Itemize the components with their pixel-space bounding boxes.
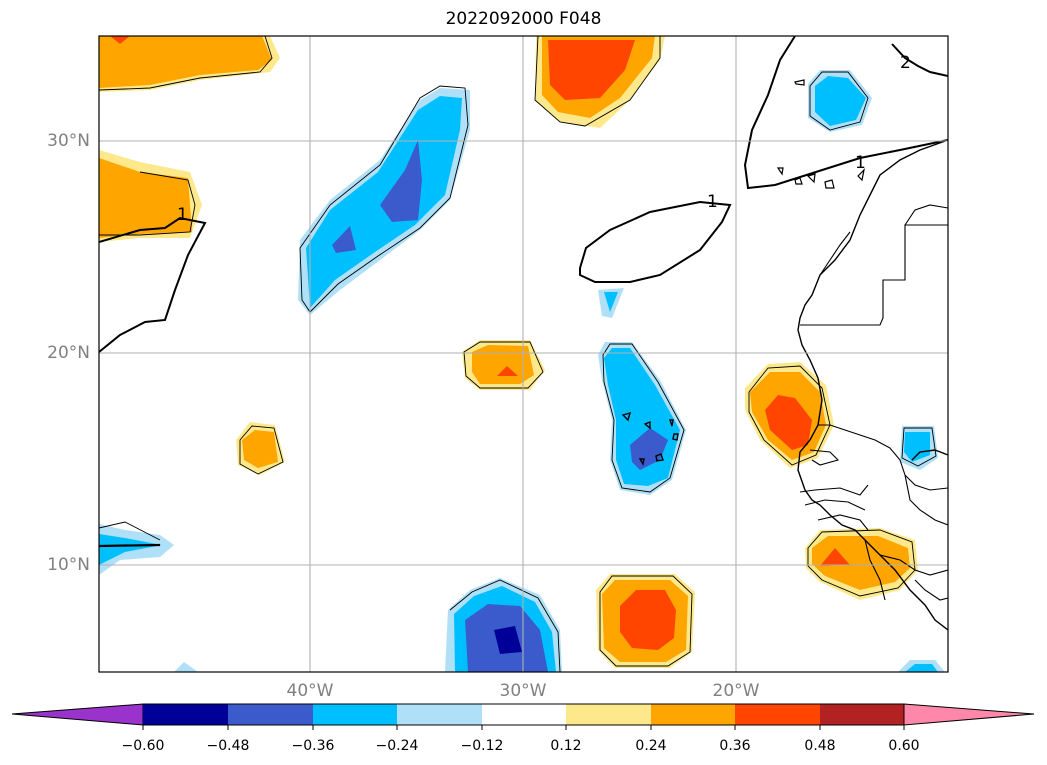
- colorbar-border: [143, 703, 904, 726]
- positive-anomaly-senegal: [745, 362, 834, 468]
- contour-label-central: 1: [707, 192, 718, 212]
- negative-anomaly-southwest: [99, 524, 174, 575]
- colorbar-tick-label: −0.36: [291, 738, 335, 754]
- positive-anomaly-northwest: [99, 36, 280, 92]
- colorbar-bin: [735, 704, 820, 725]
- colorbar-tick-label: 0.60: [888, 738, 920, 754]
- colorbar-bin: [228, 704, 313, 725]
- contour-label-northeast: 1: [855, 153, 866, 173]
- contour-labels: 1 1 1 2: [177, 53, 911, 225]
- negative-anomaly-edge-se-core: [905, 664, 938, 672]
- positive-anomaly-south: [596, 574, 695, 668]
- graticule: [99, 36, 948, 672]
- negative-anomaly-edge-sw: [174, 662, 198, 672]
- anomaly-outlines: [99, 36, 937, 672]
- contour-label-west: 1: [177, 205, 188, 225]
- colorbar-bin: [397, 704, 482, 725]
- colorbar-bin: [820, 704, 904, 725]
- colorbar-tick-label: 0.24: [635, 738, 667, 754]
- positive-anomaly-guinea: [805, 528, 918, 600]
- lat-label-30n: 30°N: [47, 131, 90, 151]
- coastline: [621, 79, 948, 631]
- isoline-west: [99, 216, 207, 353]
- lat-label-10n: 10°N: [47, 555, 90, 575]
- lat-label-20n: 20°N: [47, 343, 90, 363]
- negative-anomaly-east: [900, 426, 938, 470]
- colorbar-tick-label: 0.48: [804, 738, 836, 754]
- colorbar-tick-label: −0.12: [460, 738, 504, 754]
- colorbar-bin: [566, 704, 651, 725]
- anomaly-field: [99, 36, 945, 672]
- colorbar-tick-label: −0.48: [206, 738, 250, 754]
- negative-anomaly-cape-verde: [598, 342, 686, 495]
- colorbar-bin: [313, 704, 397, 725]
- negative-anomaly-south: [445, 578, 562, 672]
- map-title: 2022092000 F048: [445, 9, 602, 29]
- colorbar-tick-label: −0.24: [375, 738, 419, 754]
- isolines: [99, 36, 948, 548]
- lon-label-40w: 40°W: [286, 681, 334, 701]
- isoline-central: [579, 200, 732, 283]
- map-frame: [98, 35, 949, 673]
- colorbar-tick-label: 0.36: [719, 738, 751, 754]
- colorbar-tick-label: 0.12: [550, 738, 582, 754]
- isoline-2: [891, 43, 948, 77]
- positive-anomaly-west: [99, 150, 202, 242]
- negative-anomaly-northeast: [808, 70, 872, 132]
- colorbar-extend-max: [903, 703, 1035, 726]
- colorbar-ticks: [142, 725, 905, 730]
- colorbar-extend-min: [11, 703, 144, 726]
- positive-anomaly-north-center: [535, 36, 665, 128]
- colorbar: [11, 703, 1035, 730]
- positive-anomaly-small-west: [236, 422, 285, 475]
- lon-label-20w: 20°W: [712, 681, 760, 701]
- colorbar-tick-label: −0.60: [121, 738, 165, 754]
- contour-label-2: 2: [900, 53, 911, 73]
- colorbar-bin: [482, 704, 566, 725]
- isoline-sw: [99, 543, 161, 548]
- negative-anomaly-small-center: [598, 288, 624, 318]
- colorbar-bin: [143, 704, 228, 725]
- lon-label-30w: 30°W: [499, 681, 547, 701]
- colorbar-bin: [651, 704, 735, 725]
- isoline-northeast: [743, 36, 948, 190]
- negative-anomaly-diagonal: [298, 88, 470, 315]
